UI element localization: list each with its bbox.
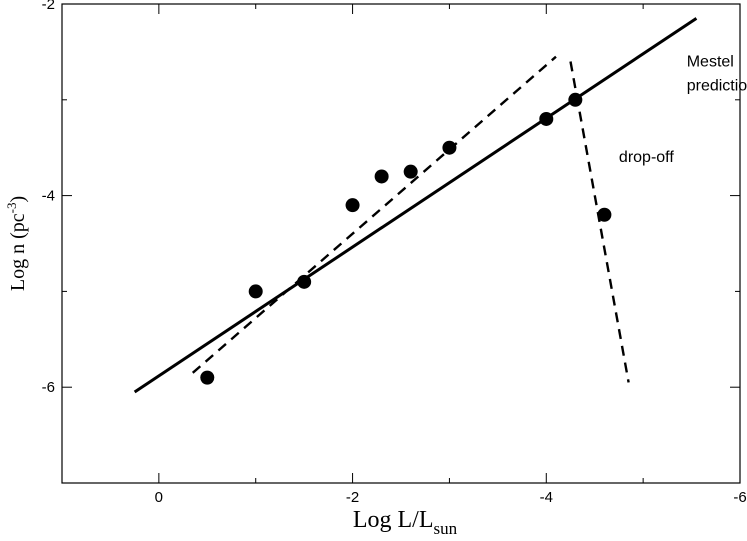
dashed-fit-line-2 (191, 55, 557, 374)
dashed-fit-line-3 (569, 61, 630, 383)
x-tick-label: -4 (540, 489, 553, 506)
x-tick-label: -6 (733, 489, 746, 506)
data-point (539, 111, 554, 126)
data-point (597, 207, 612, 222)
x-axis-title: Log L/Lsun (353, 507, 458, 538)
y-axis-title: Log n (pc-3) (4, 196, 29, 291)
x-tick-label: -2 (346, 489, 359, 506)
plot-area-frame (61, 3, 741, 484)
annotation-text: Mestelprediction (687, 53, 747, 94)
y-tick-label: -2 (42, 0, 55, 13)
y-tick-label: -6 (42, 379, 55, 396)
annotation-text: drop-off (619, 149, 674, 166)
data-point (200, 370, 215, 385)
data-point (297, 274, 312, 289)
data-point (403, 164, 418, 179)
x-tick-label: 0 (155, 489, 163, 506)
solid-mestel-line (133, 17, 698, 394)
data-point (442, 140, 457, 155)
y-tick-label: -4 (42, 188, 55, 205)
data-point (345, 198, 360, 213)
data-point (248, 284, 263, 299)
data-point (374, 169, 389, 184)
data-point (568, 92, 583, 107)
